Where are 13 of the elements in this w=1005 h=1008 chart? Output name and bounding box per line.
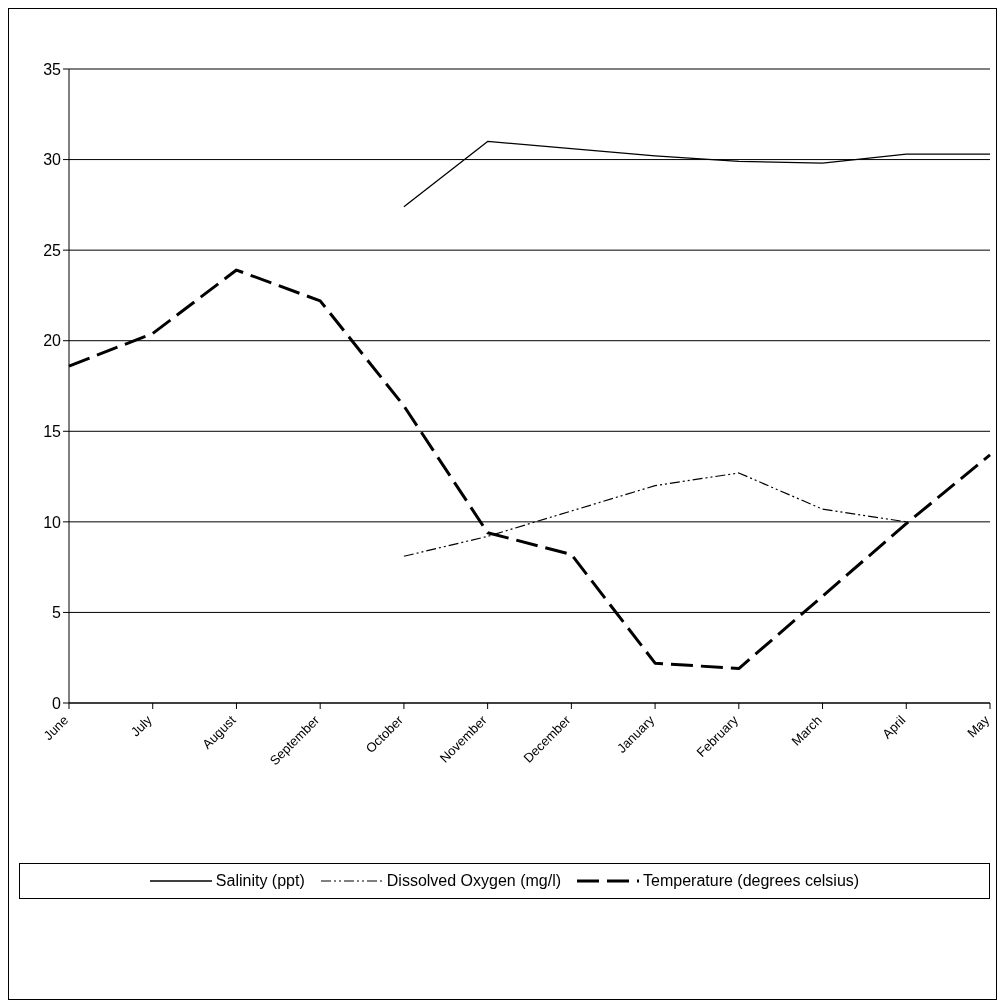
legend-label: Salinity (ppt) — [214, 872, 305, 890]
y-tick-label: 15 — [43, 422, 62, 440]
x-tick-label: July — [127, 712, 156, 740]
y-tick-label: 10 — [43, 513, 62, 531]
legend-label: Dissolved Oxygen (mg/l) — [385, 872, 562, 890]
y-tick-label: 5 — [52, 604, 62, 622]
y-tick-label: 20 — [43, 332, 62, 350]
y-tick-label: 30 — [43, 151, 62, 169]
y-tick-label: 35 — [43, 60, 62, 78]
legend-label: Temperature (degrees celsius) — [642, 872, 860, 890]
y-tick-label: 0 — [52, 694, 62, 712]
y-tick-label: 25 — [43, 241, 62, 259]
x-tick-label: May — [964, 712, 993, 741]
